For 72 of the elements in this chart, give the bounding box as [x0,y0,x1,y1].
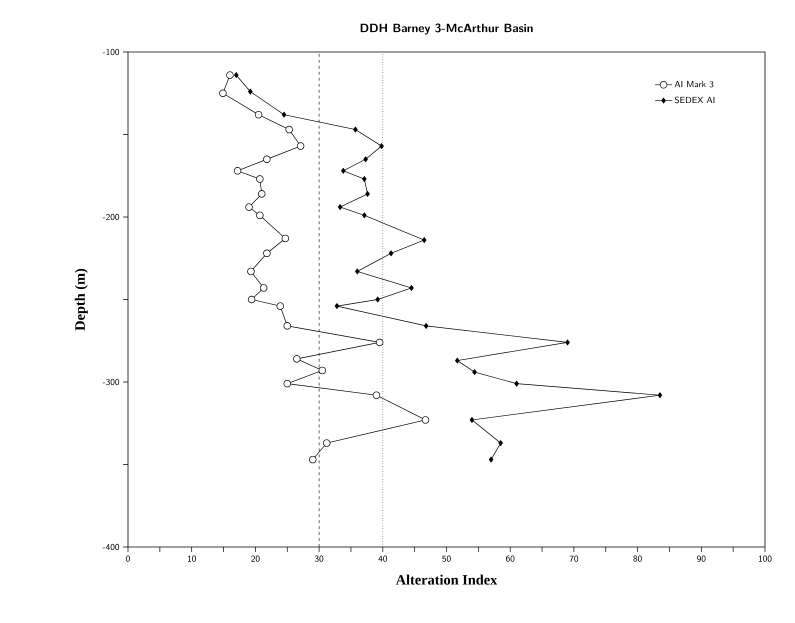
point [293,355,301,363]
y-tick-label: -300 [102,378,120,386]
point [226,71,234,79]
point [323,439,330,447]
point [308,456,316,464]
point [256,212,264,220]
point [488,456,494,462]
point [424,322,428,329]
point [254,110,262,118]
point [355,268,360,274]
point [422,237,426,244]
point [565,339,570,346]
point [353,126,358,132]
point [284,380,291,388]
legend-label: AI Mark 3 [674,80,714,88]
point [388,250,394,256]
x-tick-label: 40 [378,556,388,562]
point [365,190,370,197]
point [284,322,291,330]
x-tick-label: 60 [506,556,514,562]
point [362,212,367,218]
point [282,112,286,118]
x-tick-label: 30 [314,556,324,562]
point [341,168,346,174]
x-axis-title: Alteration Index [396,574,498,585]
point [234,72,239,78]
x-tick-label: 10 [188,556,196,562]
point [219,90,227,97]
point [263,250,271,258]
point [376,338,384,346]
point [245,203,253,211]
point [248,296,256,304]
point [455,358,460,364]
x-tick-label: 80 [633,556,642,562]
point [514,380,519,387]
y-tick-label: -400 [102,544,120,550]
point [247,268,255,276]
x-tick-label: 90 [697,556,706,562]
point [498,440,503,446]
chart-title: DDH Barney 3-McArthur Basin [360,24,533,35]
point [363,156,368,162]
y-tick-label: -100 [102,48,120,56]
point [470,417,474,423]
point [285,126,293,134]
point [658,392,662,398]
point [379,143,384,149]
point [472,369,477,376]
point [334,303,340,310]
point [260,284,268,292]
x-tick-label: 0 [126,556,130,562]
point [375,296,380,302]
point [318,366,326,374]
point [263,156,271,163]
point [234,167,242,175]
point [258,190,266,198]
point [338,204,342,210]
x-tick-label: 20 [251,556,260,562]
point [296,142,304,150]
point [409,285,414,291]
point [372,391,380,399]
x-tick-label: 50 [442,556,451,562]
x-tick-label: 100 [758,556,772,562]
point [422,416,430,424]
x-tick-label: 70 [570,556,578,562]
point [282,234,290,242]
legend-label: SEDEX AI [674,96,714,104]
point [248,88,253,95]
point [362,176,367,182]
point [276,302,284,310]
y-axis-title: Depth (m) [74,268,88,331]
point [256,175,264,183]
y-tick-label: -200 [102,214,120,220]
